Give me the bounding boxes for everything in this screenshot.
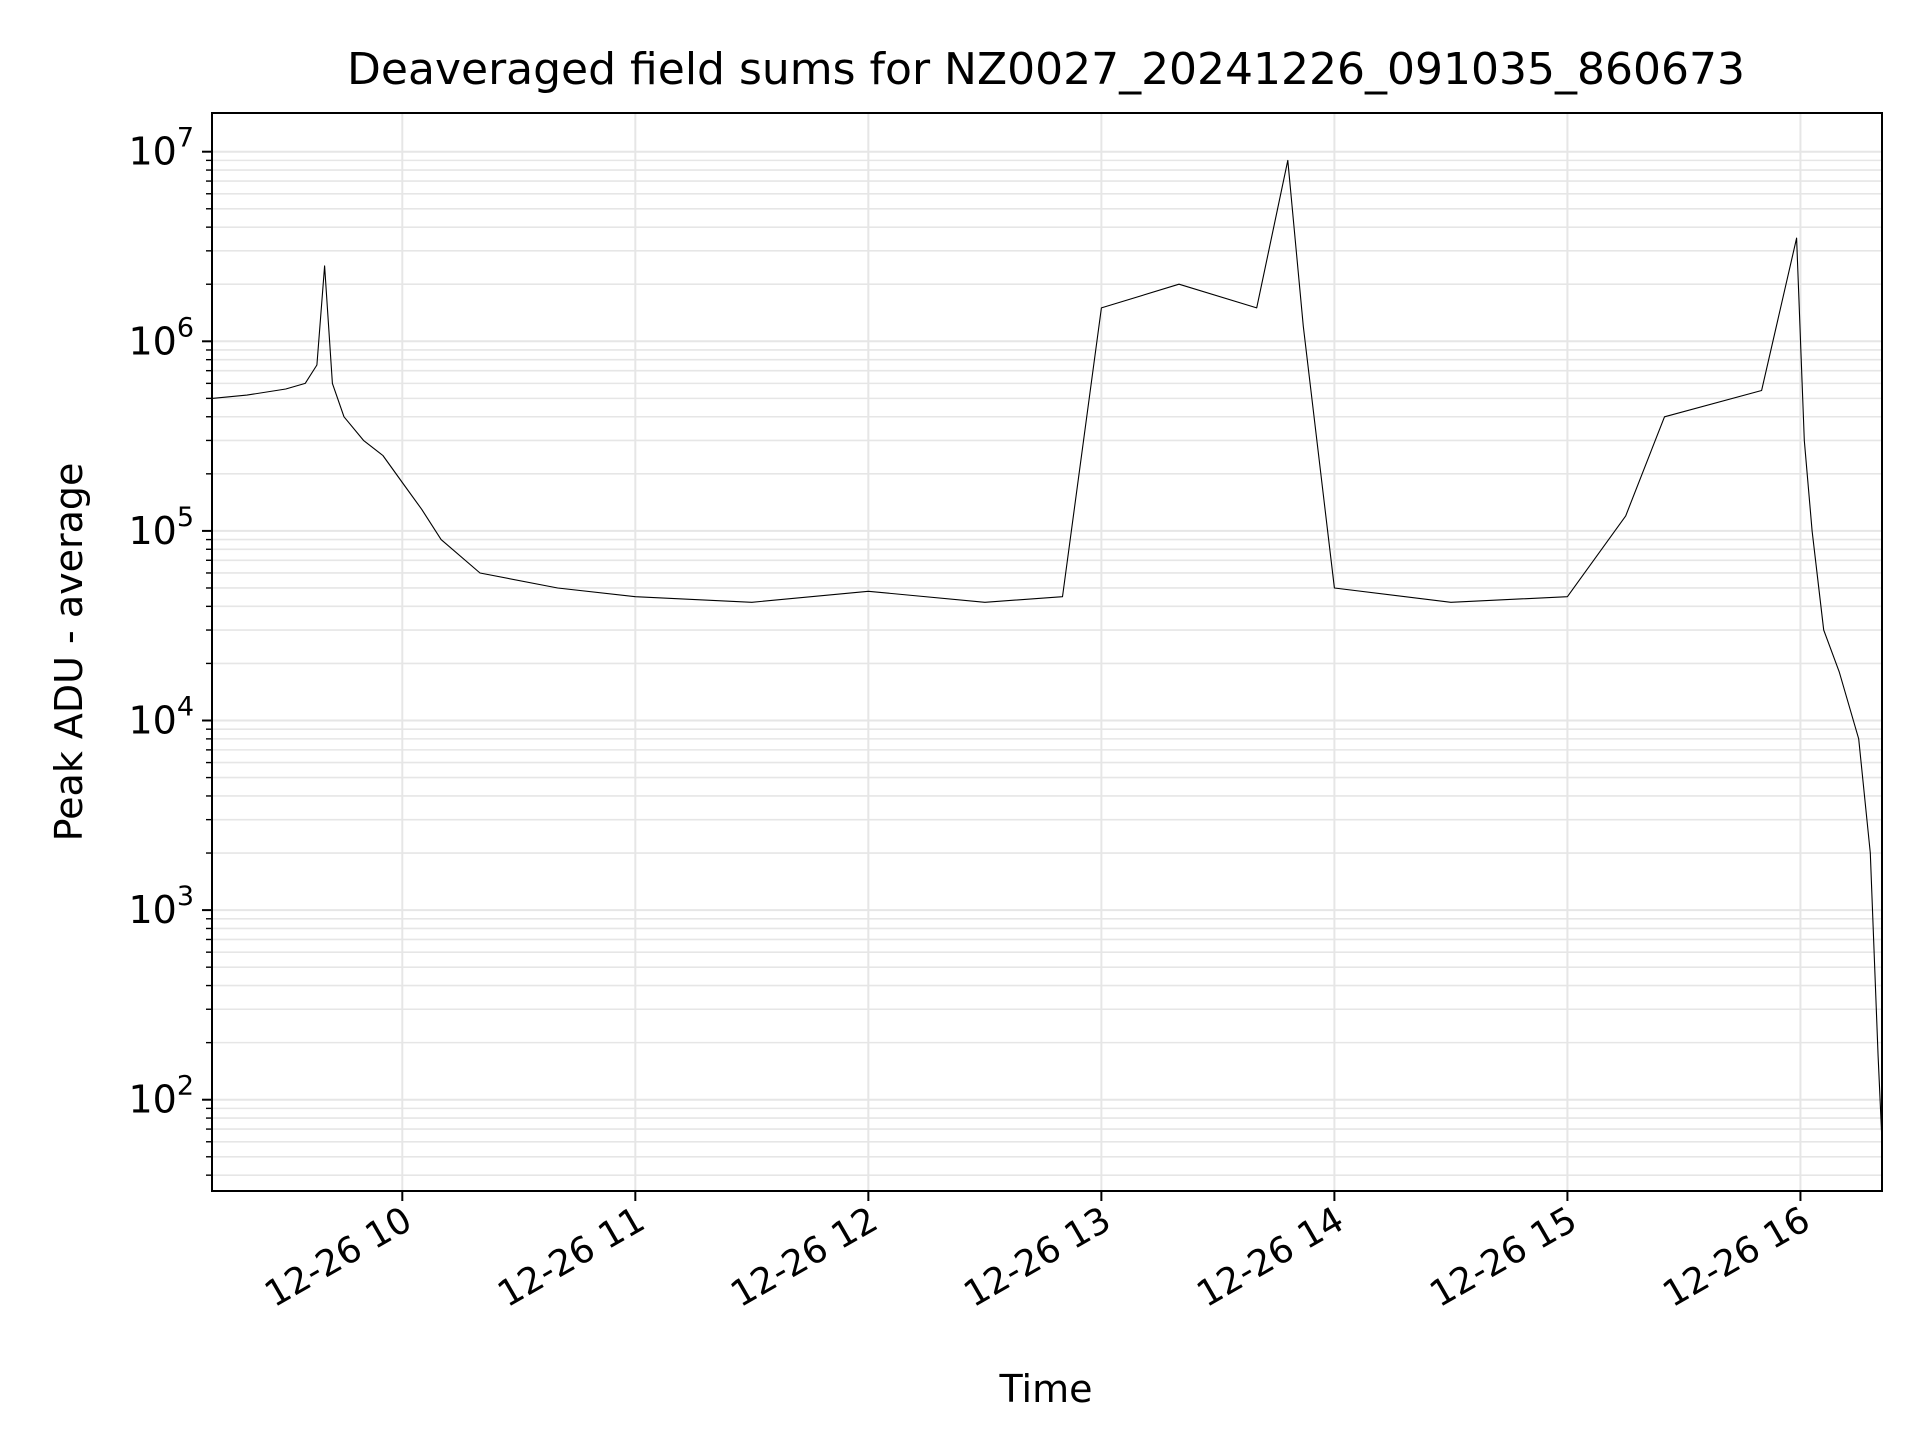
y-tick-label: 106 <box>128 312 194 363</box>
plot-frame <box>211 112 1883 1192</box>
y-axis-label: Peak ADU - average <box>47 463 91 842</box>
series-line <box>211 159 1883 1142</box>
series <box>211 159 1883 1142</box>
y-tick-label: 103 <box>128 881 194 932</box>
chart-title: Deaveraged field sums for NZ0027_2024122… <box>347 44 1745 95</box>
y-tick-label: 105 <box>128 502 194 553</box>
x-axis-label: Time <box>999 1367 1093 1411</box>
y-tick-label: 102 <box>128 1071 194 1122</box>
y-tick-label: 107 <box>128 123 194 174</box>
grid <box>212 113 1882 1191</box>
y-tick-label: 104 <box>128 692 194 743</box>
